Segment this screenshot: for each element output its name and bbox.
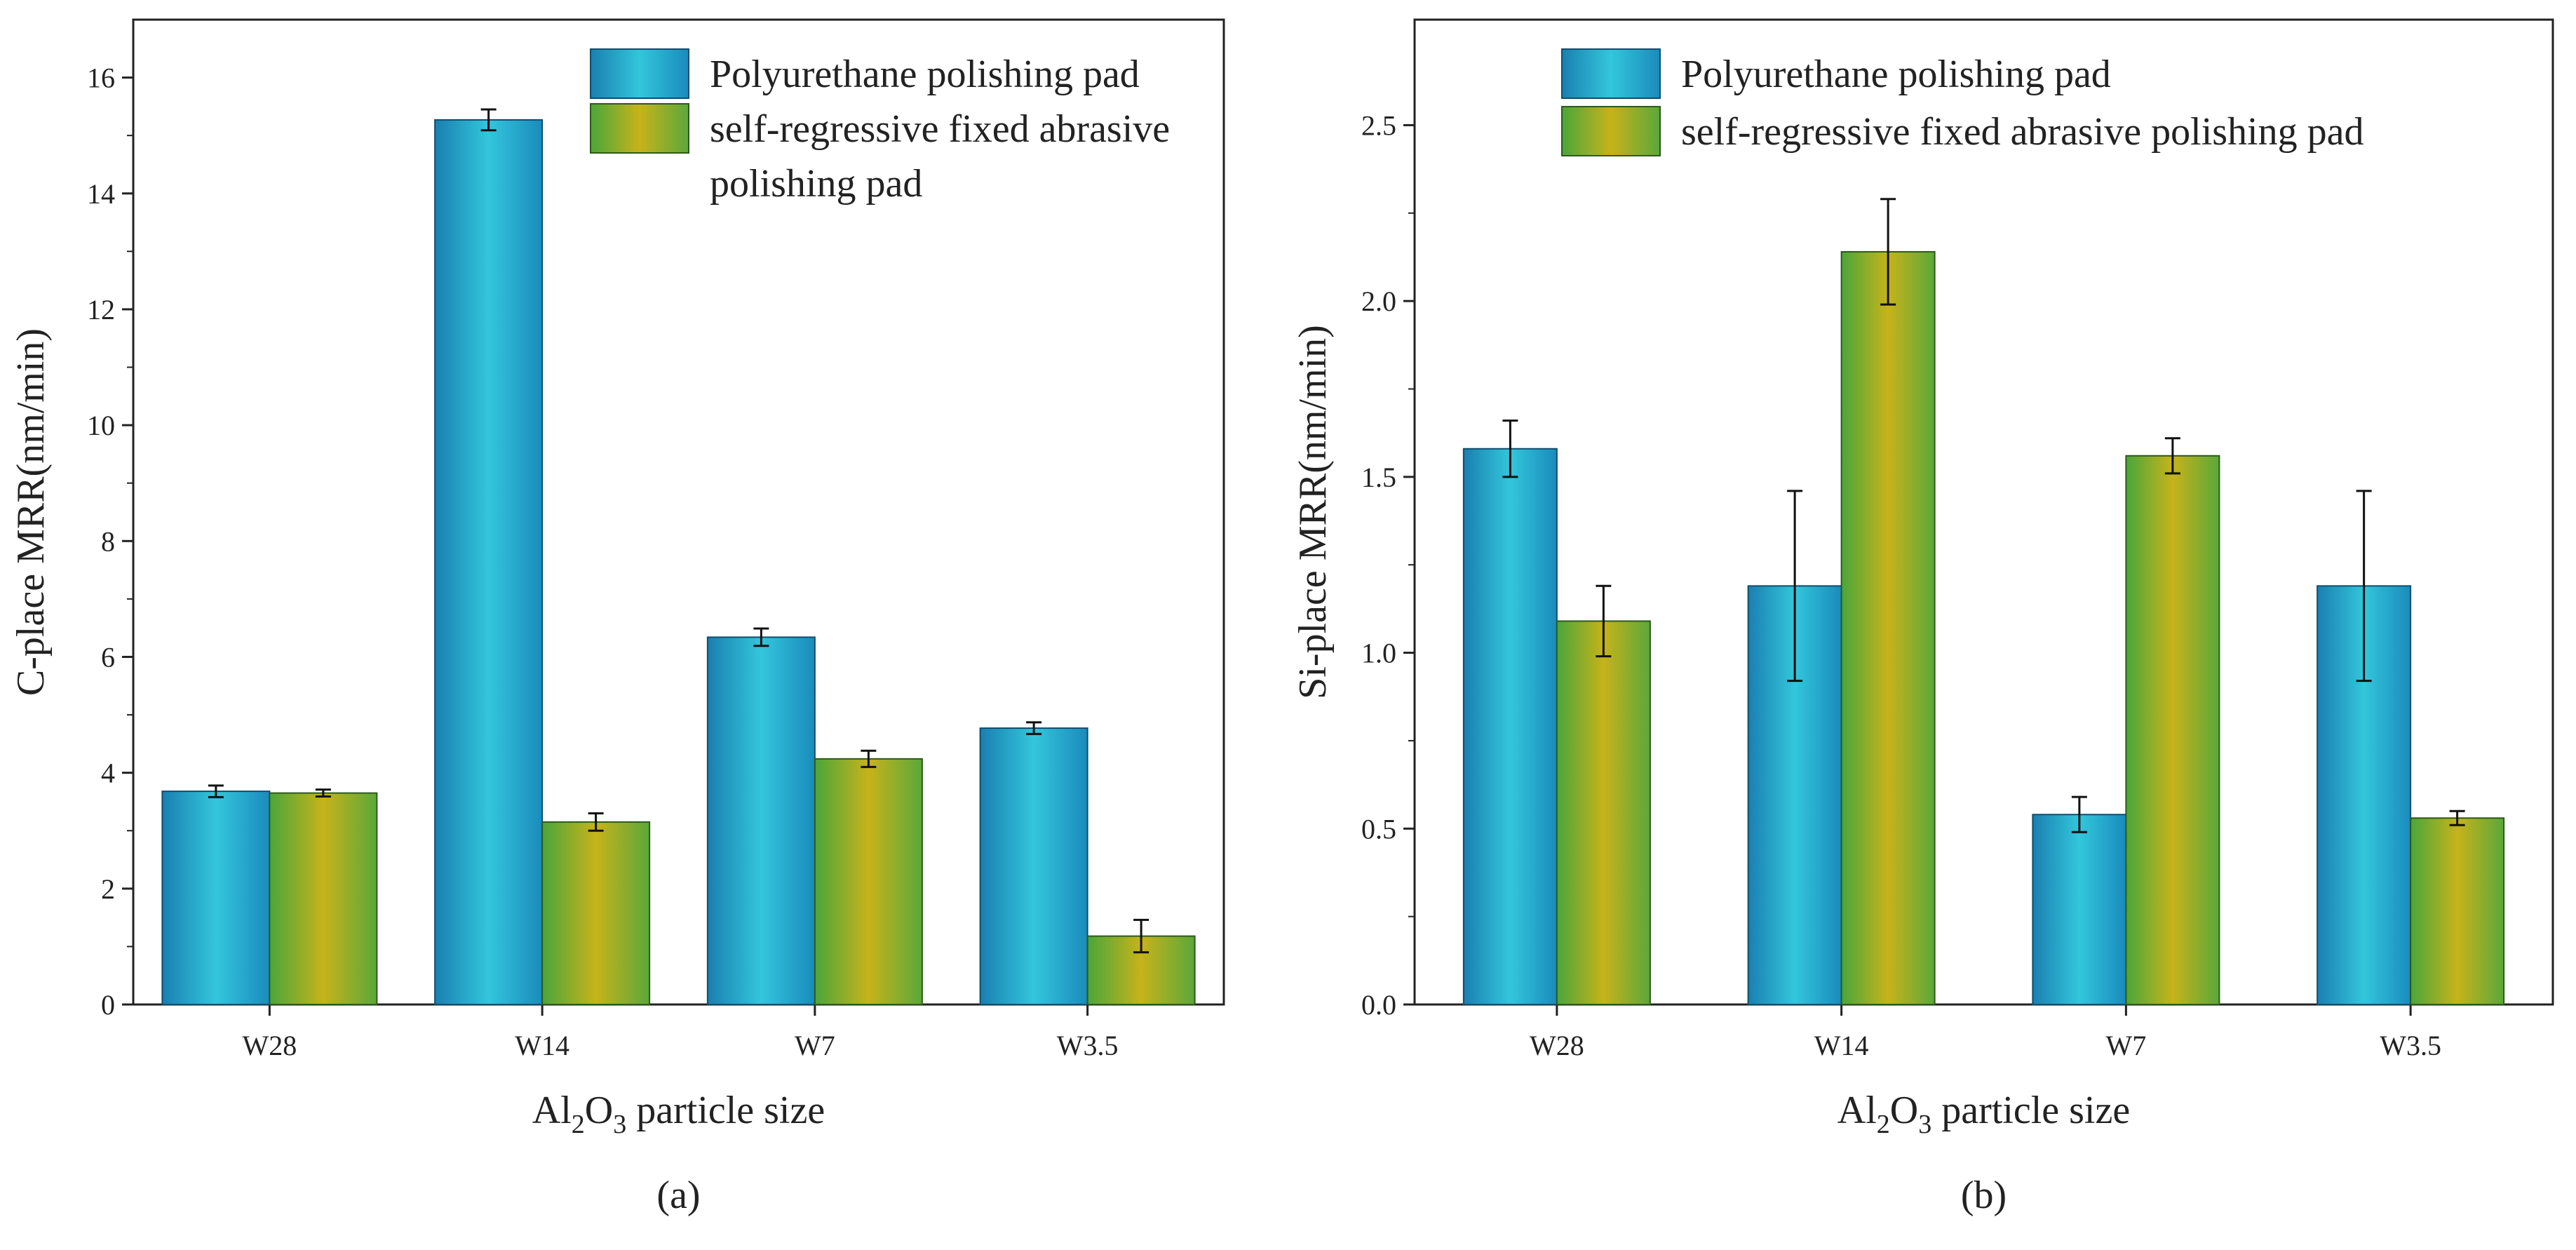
bar-polyurethane-W7: [706, 636, 816, 1005]
x-tick-label: W14: [515, 1030, 569, 1061]
bar-fixed-abrasive-W7: [2125, 455, 2220, 1005]
panel-caption: (b): [1961, 1174, 2007, 1217]
x-axis-title-part: Al: [1837, 1089, 1877, 1132]
y-tick-label: 0.5: [1361, 813, 1396, 845]
x-axis-title-subscript: 2: [1877, 1110, 1890, 1139]
y-tick-label: 14: [87, 178, 115, 210]
x-axis-title-subscript: 2: [572, 1110, 585, 1139]
legend-swatch-polyurethane: [590, 48, 689, 99]
bar-polyurethane-W14: [434, 119, 544, 1005]
x-tick-label: W3.5: [2380, 1030, 2441, 1061]
y-tick-label: 2.0: [1361, 285, 1396, 317]
x-axis-title-subscript: 3: [1918, 1110, 1931, 1139]
legend-swatch-fixed-abrasive: [590, 103, 689, 154]
legend-label: Polyurethane polishing pad: [1681, 53, 2111, 96]
x-tick-label: W14: [1814, 1030, 1869, 1061]
bar-fixed-abrasive-W28: [269, 792, 378, 1006]
bar-fixed-abrasive-W28: [1556, 620, 1651, 1005]
x-tick-label: W28: [1530, 1030, 1584, 1061]
y-tick-label: 8: [101, 525, 115, 557]
plot-frame: [1413, 18, 2554, 1006]
x-axis-title-part: particle size: [1931, 1089, 2130, 1132]
bar-polyurethane-W28: [161, 791, 271, 1006]
bar-fixed-abrasive-W14: [1840, 250, 1936, 1005]
x-axis-title-subscript: 3: [613, 1110, 626, 1139]
x-axis-title-part: O: [585, 1089, 613, 1132]
y-axis-title: C-place MRR(nm/min): [9, 328, 53, 696]
x-axis-title-part: particle size: [626, 1089, 825, 1132]
y-tick-label: 10: [87, 410, 115, 441]
y-tick-label: 1.0: [1361, 638, 1396, 669]
x-tick-label: W3.5: [1057, 1030, 1119, 1061]
legend-label: Polyurethane polishing pad: [710, 53, 1140, 96]
x-axis-title: Al2O3 particle size: [532, 1089, 825, 1139]
x-axis-title-part: O: [1890, 1089, 1918, 1132]
y-tick-label: 0: [101, 989, 115, 1021]
y-axis-title: Si-place MRR(nm/min): [1291, 325, 1335, 699]
bar-fixed-abrasive-W3.5: [2410, 817, 2505, 1005]
y-tick-label: 16: [87, 62, 115, 94]
plot-frame: [132, 18, 1225, 1006]
y-tick-label: 6: [101, 641, 115, 673]
bar-fixed-abrasive-W7: [814, 758, 923, 1006]
x-tick-label: W7: [2105, 1030, 2146, 1061]
x-axis-title: Al2O3 particle size: [1837, 1089, 2130, 1139]
x-tick-label: W28: [242, 1030, 297, 1061]
x-tick-label: W7: [795, 1030, 835, 1061]
y-tick-label: 4: [101, 758, 115, 789]
panel-caption: (a): [656, 1174, 700, 1217]
y-tick-label: 12: [87, 294, 115, 325]
bar-polyurethane-W3.5: [979, 727, 1088, 1005]
legend-label: polishing pad: [710, 162, 922, 206]
chart-panel-a: 0 2 4 6 8 10 12 14 16 W28 W14 W7 W3.5 Polyurethane po…: [9, 18, 1225, 1217]
x-axis-title-part: Al: [532, 1089, 572, 1132]
chart-panel-b: 0.0 0.5 1.0 1.5 2.0 2.5 W28 W14 W7 W3.5 Polyuretha…: [1291, 18, 2554, 1217]
legend-label: self-regressive fixed abrasive: [710, 107, 1170, 151]
legend-swatch-fixed-abrasive: [1561, 106, 1661, 156]
y-tick-label: 1.5: [1361, 462, 1396, 493]
bar-fixed-abrasive-W14: [541, 821, 651, 1005]
y-tick-label: 2.5: [1361, 109, 1396, 141]
y-tick-label: 2: [101, 873, 115, 905]
legend-swatch-polyurethane: [1561, 48, 1661, 99]
legend-label: self-regressive fixed abrasive polishing…: [1681, 110, 2363, 154]
bar-polyurethane-W28: [1462, 448, 1558, 1005]
y-tick-label: 0.0: [1361, 989, 1396, 1021]
bar-polyurethane-W7: [2032, 814, 2127, 1005]
